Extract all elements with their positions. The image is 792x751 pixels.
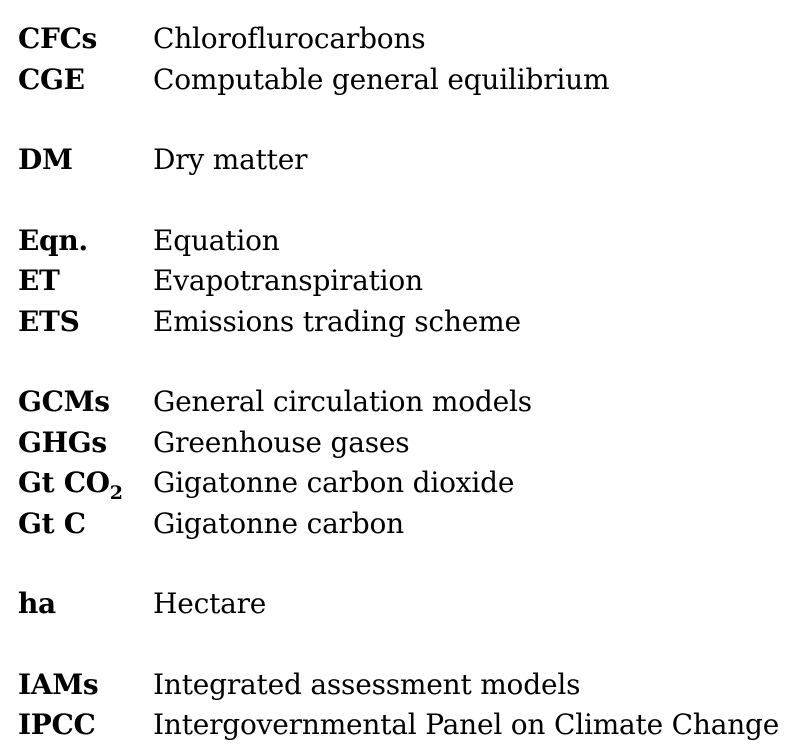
subscript: 2 (109, 482, 123, 504)
abbreviation: CGE (18, 62, 85, 96)
abbreviation: Gt CO2 (18, 463, 123, 507)
group-h: ha Hectare (0, 584, 792, 625)
group-g: GCMs General circulation models GHGs Gre… (0, 382, 792, 544)
group-e: Eqn. Equation ET Evapotranspiration ETS … (0, 221, 792, 343)
abbreviation: Eqn. (18, 223, 88, 257)
entry-row: GHGs Greenhouse gases (0, 423, 792, 464)
entry-row: Gt CO2 Gigatonne carbon dioxide (0, 463, 792, 504)
abbreviation: Gt C (18, 506, 86, 540)
entry-row: ET Evapotranspiration (0, 261, 792, 302)
group-d: DM Dry matter (0, 140, 792, 181)
abbreviation: IAMs (18, 667, 99, 701)
abbreviation: DM (18, 143, 73, 176)
entry-row: IAMs Integrated assessment models (0, 665, 792, 706)
entry-row: IPCC Intergovernmental Panel on Climate … (0, 705, 792, 746)
entry-row: Gt C Gigatonne carbon (0, 504, 792, 545)
definition: Evapotranspiration (153, 264, 423, 297)
abbreviation: ha (18, 587, 56, 620)
abbreviation: GHGs (18, 425, 107, 459)
entry-row: Eqn. Equation (0, 221, 792, 262)
definition: Chloroflurocarbons (153, 22, 426, 55)
definition: Dry matter (153, 143, 308, 176)
entry-row: ha Hectare (0, 584, 792, 625)
group-spacer (0, 181, 792, 221)
group-spacer (0, 625, 792, 665)
entry-row: DM Dry matter (0, 140, 792, 181)
definition: Greenhouse gases (153, 425, 410, 459)
definition: Hectare (153, 587, 267, 620)
entry-row: GCMs General circulation models (0, 382, 792, 423)
definition: Gigatonne carbon (153, 506, 404, 540)
entry-row: ETS Emissions trading scheme (0, 302, 792, 343)
group-spacer (0, 544, 792, 584)
definition: Emissions trading scheme (153, 304, 521, 338)
abbreviation-text: Gt CO (18, 466, 110, 499)
abbreviation: CFCs (18, 22, 98, 55)
definition: Gigatonne carbon dioxide (153, 466, 515, 499)
definition: General circulation models (153, 385, 532, 418)
abbreviation: IPCC (18, 708, 96, 741)
abbreviation: ET (18, 264, 60, 297)
definition: Integrated assessment models (153, 667, 581, 701)
group-i: IAMs Integrated assessment models IPCC I… (0, 665, 792, 746)
group-spacer (0, 100, 792, 140)
abbreviation: ETS (18, 304, 80, 338)
definition: Computable general equilibrium (153, 62, 610, 96)
entry-row: CFCs Chloroflurocarbons (0, 19, 792, 60)
definition: Equation (153, 223, 280, 257)
abbreviation: GCMs (18, 385, 110, 418)
group-spacer (0, 342, 792, 382)
definition: Intergovernmental Panel on Climate Chang… (153, 708, 780, 741)
top-spacer (0, 0, 792, 19)
group-c: CFCs Chloroflurocarbons CGE Computable g… (0, 19, 792, 100)
entry-row: CGE Computable general equilibrium (0, 60, 792, 101)
